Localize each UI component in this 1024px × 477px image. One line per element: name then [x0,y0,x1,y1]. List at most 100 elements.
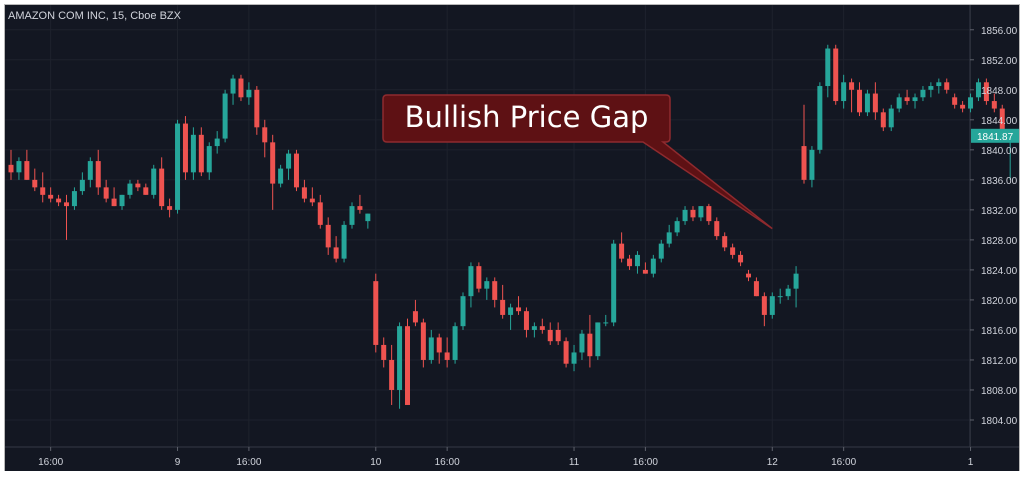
candle-body [412,311,418,323]
candle-body [8,164,14,173]
candle-body [309,198,315,203]
price-tick-label: 1820.00 [981,296,1018,307]
price-tick-label: 1848.00 [981,86,1018,97]
annotation-bubble [382,94,773,230]
candle-body [587,333,593,357]
candle-body [71,191,77,207]
candle-body [135,183,141,188]
price-tick-label: 1808.00 [981,386,1018,397]
candle-body [603,322,609,324]
candle-body [857,89,863,113]
candle-body [381,344,387,360]
candle-body [936,82,942,87]
time-tick-label: 16:00 [435,457,460,468]
candle-body [476,266,482,289]
candle-body [325,224,331,248]
candle-body [198,134,204,173]
candle-body [405,326,410,405]
candle-body [904,97,910,102]
candle-body [64,202,70,207]
candle-body [777,296,783,298]
price-tick-label: 1828.00 [981,236,1018,247]
time-tick-label: 12 [767,457,779,468]
candle-body [24,161,30,180]
candle-body [531,326,537,330]
candle-body [127,183,133,195]
candle-body [714,221,720,237]
candle-body [944,82,950,90]
plot-background [5,5,1019,471]
candle-body [428,337,434,360]
last-price-box [971,128,1019,143]
candle-body [270,142,276,184]
candle-body [214,138,220,147]
candle-body [373,281,379,345]
candle-body [190,134,196,173]
candle-body [817,86,823,150]
candle-body [960,104,966,109]
candle-body [56,198,62,203]
price-tick-label: 1804.00 [981,416,1018,427]
time-tick-label: 9 [175,457,181,468]
candle-body [801,146,807,180]
candle-body [103,187,109,199]
candle-body [420,322,426,360]
time-tick-label: 11 [569,457,580,468]
candle-body [254,89,260,128]
candle-body [262,127,268,143]
candle-body [920,89,926,98]
candle-body [16,161,22,173]
time-tick-label: 10 [370,457,382,468]
candle-body [40,187,46,195]
candle-body [825,48,831,87]
candle-body [983,82,989,102]
grid [5,5,972,447]
annotation-callout: Bullish Price Gap [382,94,773,230]
annotation-text: Bullish Price Gap [405,100,649,134]
candle-body [595,322,601,357]
candle-body [745,273,751,278]
candle-body [230,78,236,94]
candle-body [968,97,974,109]
candle-body [563,341,569,364]
candle-body [619,243,625,259]
candle-body [32,179,38,188]
candle-body [143,187,149,195]
time-tick-label: 16:00 [831,457,856,468]
candle-body [611,243,617,323]
last-price-label: 1841.87 [977,132,1014,143]
candle-body [547,329,553,342]
candle-body [349,206,355,225]
candle-body [182,123,188,173]
candle-body [642,269,648,274]
candle-body [484,281,490,289]
candle-body [785,288,791,297]
candle-body [975,82,981,98]
candle-body [523,311,529,330]
candle-body [650,258,656,274]
candle-body [87,161,93,180]
chart-title: AMAZON COM INC, 15, Cboe BZX [8,10,182,22]
candle-body [833,48,839,102]
candle-body [991,101,997,109]
candle-body [928,86,934,90]
candle-body [317,202,323,225]
candle-body [539,326,545,330]
price-axis: 1856.00 1852.00 1848.00 1844.00 1840.00 1836.… [970,26,1018,427]
candle-body [238,78,244,98]
candle-body [627,258,633,267]
candle-body [896,97,902,109]
candle-body [111,198,117,207]
candle-body [222,93,228,139]
candle-body [246,89,252,98]
candle-body [666,232,672,244]
candle-body [516,307,522,312]
candle-body [880,112,886,128]
candle-body [730,247,736,255]
candle-body [849,82,855,90]
candle-body [452,326,458,360]
last-price-marker: 1841.87 [971,128,1019,143]
candle-body [357,206,363,210]
time-tick-label: 1 [968,457,974,468]
